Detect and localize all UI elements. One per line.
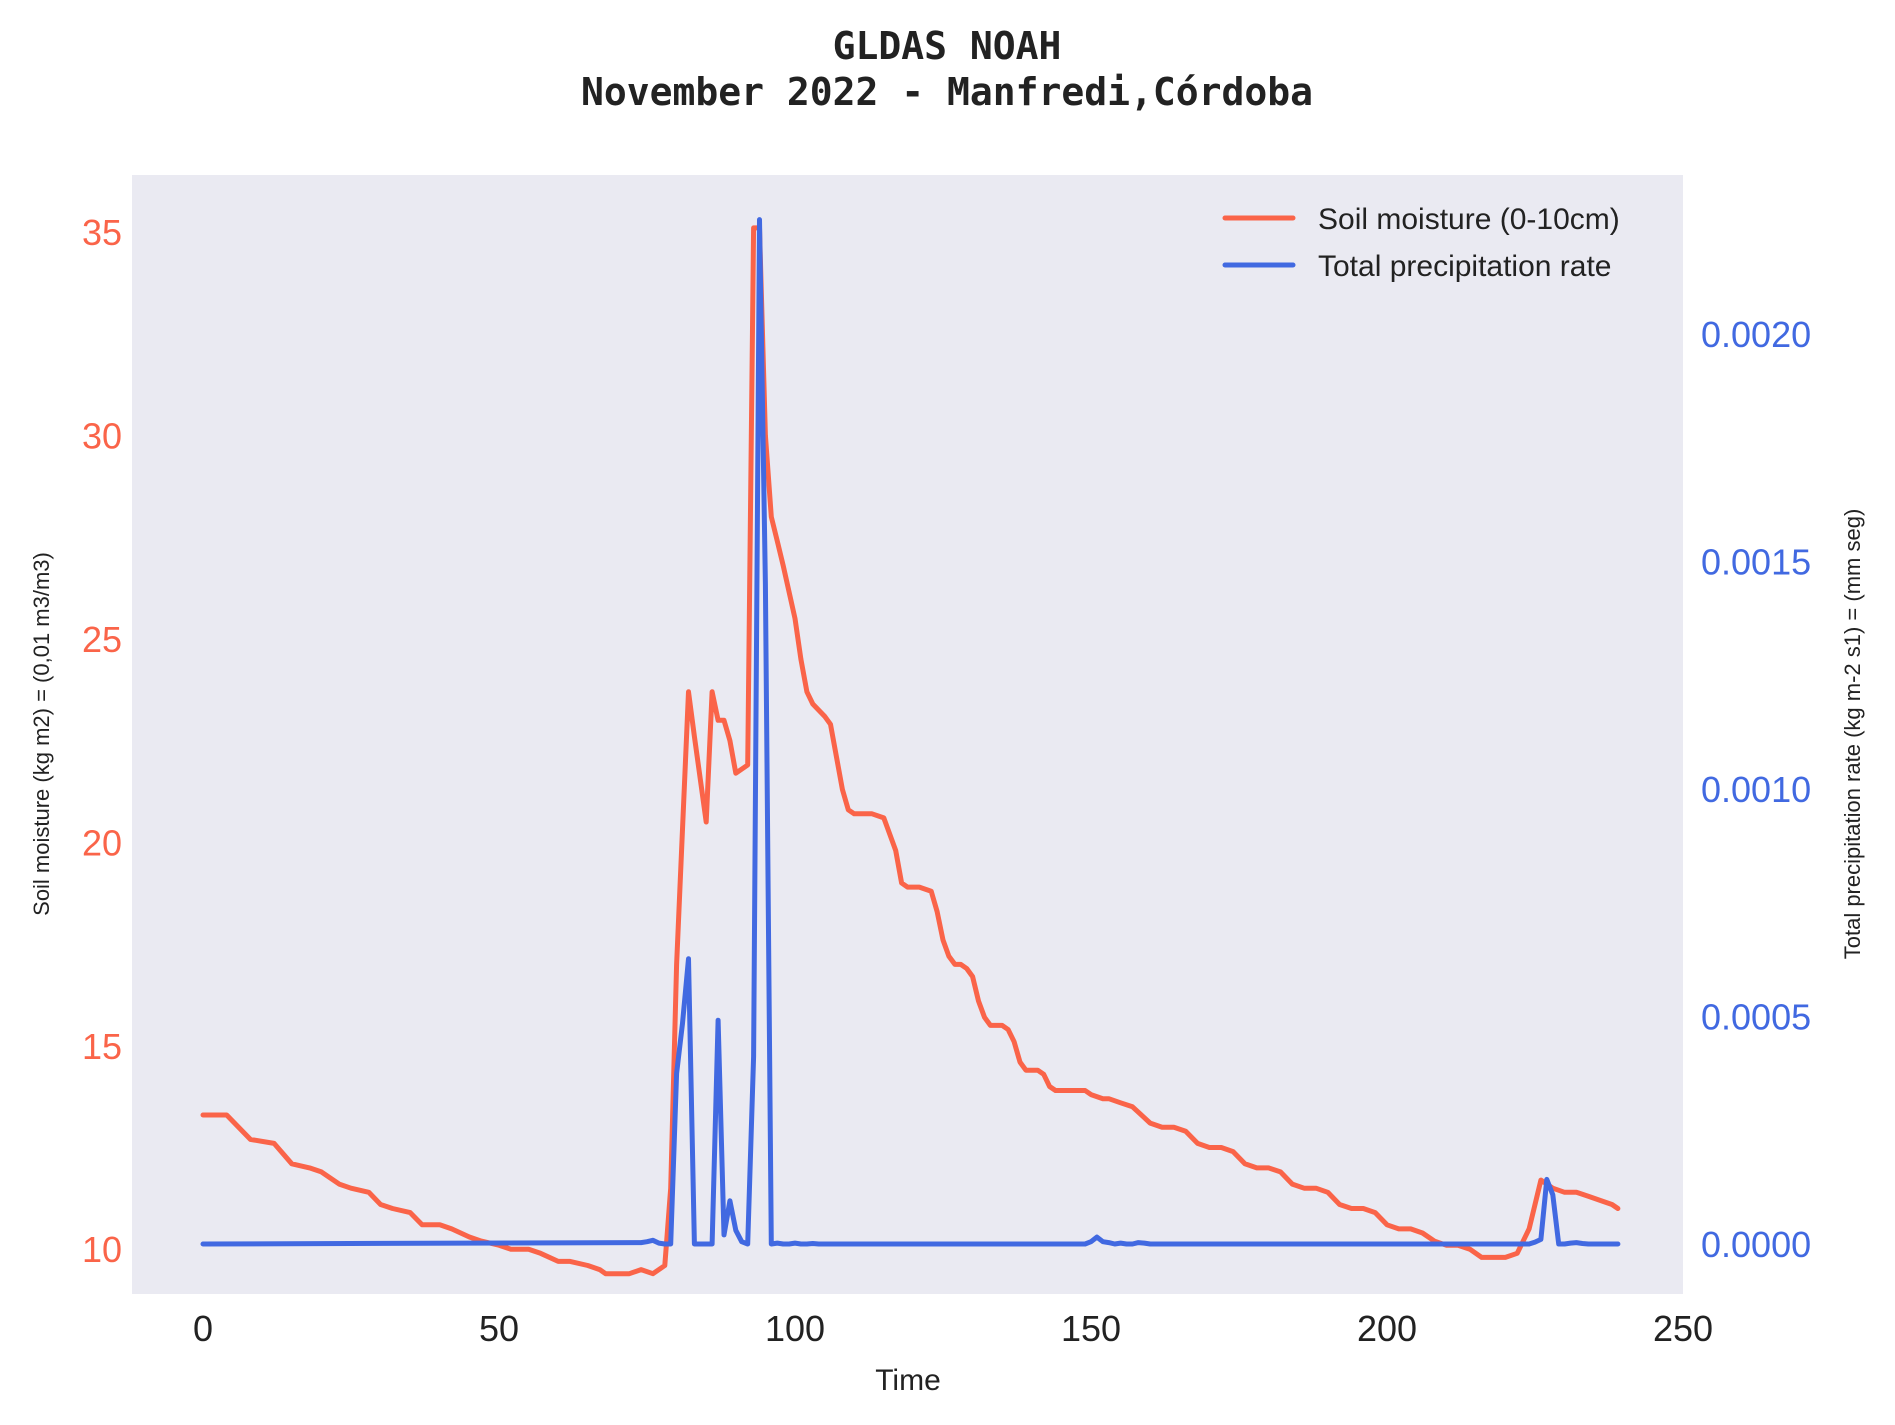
y-left-tick-label: 20 bbox=[82, 822, 122, 863]
soil-moisture-line bbox=[200, 225, 1621, 1277]
series-layer bbox=[200, 217, 1621, 1277]
legend-label-soil-moisture: Soil moisture (0-10cm) bbox=[1318, 203, 1620, 236]
y-left-tick-label: 15 bbox=[82, 1026, 122, 1067]
precipitation-line bbox=[200, 217, 1621, 1247]
x-axis-label: Time bbox=[875, 1364, 941, 1397]
y-left-tick-label: 30 bbox=[82, 415, 122, 456]
y-right-tick-label: 0.0000 bbox=[1701, 1224, 1811, 1265]
y-axis-right-label: Total precipitation rate (kg m-2 s1) = (… bbox=[1840, 509, 1865, 960]
y-left-tick-label: 35 bbox=[82, 212, 122, 253]
chart-title-line1: GLDAS NOAH bbox=[833, 24, 1062, 68]
x-tick-label: 0 bbox=[193, 1308, 213, 1349]
x-tick-label: 200 bbox=[1357, 1308, 1417, 1349]
y-right-tick-label: 0.0010 bbox=[1701, 769, 1811, 810]
legend-label-precipitation: Total precipitation rate bbox=[1318, 250, 1612, 283]
legend: Soil moisture (0-10cm) Total precipitati… bbox=[1222, 203, 1620, 283]
chart-title-line2: November 2022 - Manfredi,Córdoba bbox=[581, 70, 1313, 114]
y-right-tick-label: 0.0020 bbox=[1701, 314, 1811, 355]
x-tick-label: 50 bbox=[479, 1308, 519, 1349]
x-tick-label: 150 bbox=[1061, 1308, 1121, 1349]
x-tick-label: 250 bbox=[1653, 1308, 1713, 1349]
right-axis-ticks: 0.0000 0.0005 0.0010 0.0015 0.0020 bbox=[1701, 314, 1811, 1265]
y-left-tick-label: 10 bbox=[82, 1229, 122, 1270]
y-axis-left-label: Soil moisture (kg m2) = (0,01 m3/m3) bbox=[29, 552, 54, 916]
x-tick-label: 100 bbox=[765, 1308, 825, 1349]
y-right-tick-label: 0.0005 bbox=[1701, 997, 1811, 1038]
x-axis-ticks: 0 50 100 150 200 250 bbox=[193, 1308, 1713, 1349]
y-left-tick-label: 25 bbox=[82, 619, 122, 660]
y-right-tick-label: 0.0015 bbox=[1701, 542, 1811, 583]
left-axis-ticks: 10 15 20 25 30 35 bbox=[82, 212, 122, 1270]
plot-area bbox=[132, 175, 1683, 1294]
